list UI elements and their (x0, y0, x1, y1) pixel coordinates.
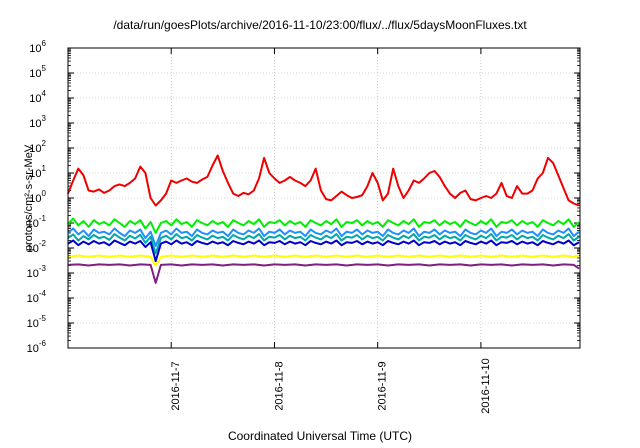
series-line-3 (67, 233, 580, 255)
series-line-6 (67, 263, 580, 284)
y-tick-label: 10-2 (27, 239, 47, 255)
y-tick-label: 103 (29, 114, 46, 130)
plot-frame (67, 47, 581, 349)
chart-title: /data/run/goesPlots/archive/2016-11-10/2… (113, 18, 527, 32)
x-axis-label: Coordinated Universal Time (UTC) (227, 429, 413, 443)
series-line-2 (67, 227, 580, 247)
y-tick-label: 100 (29, 189, 46, 205)
x-tick-label: 2016-11-10 (480, 358, 492, 413)
y-tick-label: 101 (29, 164, 46, 180)
y-axis-label: protons/cm²-s-sr-MeV (23, 144, 35, 251)
y-tick-label: 10-6 (27, 339, 47, 355)
y-tick-label: 104 (29, 89, 46, 105)
y-tick-label: 10-5 (27, 314, 47, 330)
y-tick-label: 105 (29, 64, 46, 80)
series-line-0 (67, 154, 580, 207)
x-tick-label: 2016-11-8 (273, 361, 285, 410)
x-tick-label: 2016-11-9 (377, 361, 389, 410)
series-line-5 (67, 254, 580, 267)
y-tick-label: 102 (29, 139, 46, 155)
y-tick-label: 10-3 (27, 264, 47, 280)
y-tick-label: 10-1 (27, 214, 47, 230)
series-line-4 (67, 239, 580, 263)
y-tick-label: 106 (29, 39, 46, 55)
x-tick-label: 2016-11-7 (170, 361, 182, 410)
y-tick-label: 10-4 (27, 289, 47, 305)
series-line-1 (67, 217, 580, 234)
